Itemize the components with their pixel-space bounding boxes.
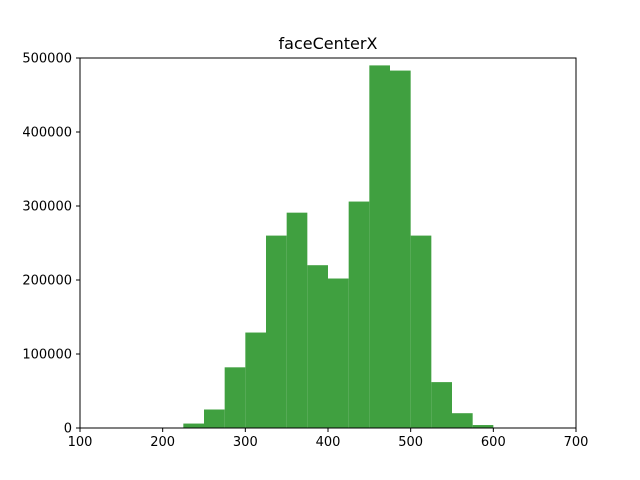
y-tick-label-1: 100000 bbox=[22, 348, 72, 363]
x-tick-label-0: 100 bbox=[68, 435, 93, 450]
histogram-bar-12 bbox=[431, 382, 452, 428]
histogram-bar-3 bbox=[245, 332, 266, 428]
y-tick-label-3: 300000 bbox=[22, 200, 72, 215]
x-tick-label-1: 200 bbox=[150, 435, 175, 450]
histogram-bar-9 bbox=[369, 65, 390, 429]
histogram-bar-13 bbox=[452, 413, 473, 428]
histogram-bar-1 bbox=[204, 409, 225, 428]
x-tick-label-5: 600 bbox=[481, 435, 506, 450]
y-tick-label-4: 400000 bbox=[22, 126, 72, 141]
y-axis-ticks: 0 100000 200000 300000 400000 500000 bbox=[22, 52, 80, 437]
x-axis-ticks: 100 200 300 400 500 600 700 bbox=[68, 428, 589, 450]
x-tick-label-4: 500 bbox=[398, 435, 423, 450]
histogram-bar-8 bbox=[348, 201, 370, 428]
histogram-bar-14 bbox=[472, 425, 494, 428]
x-tick-label-3: 400 bbox=[316, 435, 341, 450]
y-tick-label-5: 500000 bbox=[22, 52, 72, 67]
y-tick-label-0: 0 bbox=[64, 422, 72, 437]
histogram-bar-11 bbox=[410, 235, 432, 428]
histogram-bar-10 bbox=[390, 70, 411, 428]
x-tick-label-6: 700 bbox=[564, 435, 589, 450]
histogram-bar-2 bbox=[224, 367, 246, 428]
histogram-bar-5 bbox=[286, 212, 308, 428]
histogram-bars bbox=[183, 65, 494, 429]
chart-title: faceCenterX bbox=[279, 34, 378, 53]
y-tick-label-2: 200000 bbox=[22, 274, 72, 289]
histogram-bar-7 bbox=[328, 278, 349, 428]
histogram-bar-4 bbox=[266, 235, 287, 428]
histogram-bar-6 bbox=[307, 265, 328, 428]
histogram-bar-0 bbox=[183, 423, 204, 428]
x-tick-label-2: 300 bbox=[233, 435, 258, 450]
